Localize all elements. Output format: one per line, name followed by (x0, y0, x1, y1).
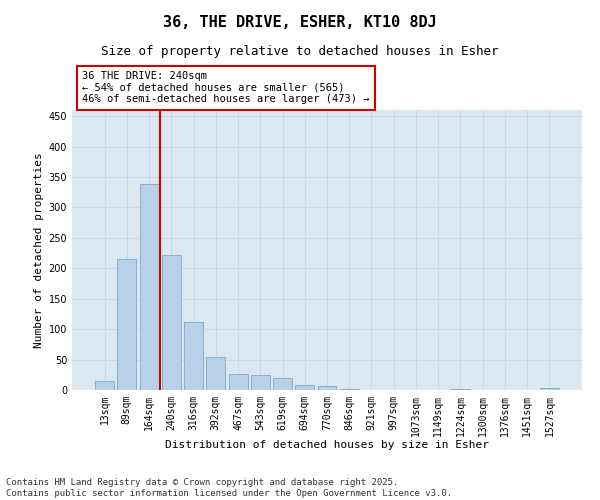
Bar (95, 381, 114, 390)
Bar (118, 259, 136, 390)
Bar (206, 357, 225, 390)
X-axis label: Distribution of detached houses by size in Esher: Distribution of detached houses by size … (165, 440, 489, 450)
Bar (317, 386, 337, 390)
Bar (295, 385, 314, 390)
Bar (540, 388, 559, 390)
Bar (184, 322, 203, 390)
Bar (273, 378, 292, 390)
Y-axis label: Number of detached properties: Number of detached properties (34, 152, 44, 348)
Bar (162, 255, 181, 390)
Text: 36, THE DRIVE, ESHER, KT10 8DJ: 36, THE DRIVE, ESHER, KT10 8DJ (163, 15, 437, 30)
Text: Size of property relative to detached houses in Esher: Size of property relative to detached ho… (101, 45, 499, 58)
Text: Contains HM Land Registry data © Crown copyright and database right 2025.
Contai: Contains HM Land Registry data © Crown c… (6, 478, 452, 498)
Bar (251, 375, 270, 390)
Text: 36 THE DRIVE: 240sqm
← 54% of detached houses are smaller (565)
46% of semi-deta: 36 THE DRIVE: 240sqm ← 54% of detached h… (82, 71, 370, 104)
Bar (140, 184, 158, 390)
Bar (229, 374, 248, 390)
